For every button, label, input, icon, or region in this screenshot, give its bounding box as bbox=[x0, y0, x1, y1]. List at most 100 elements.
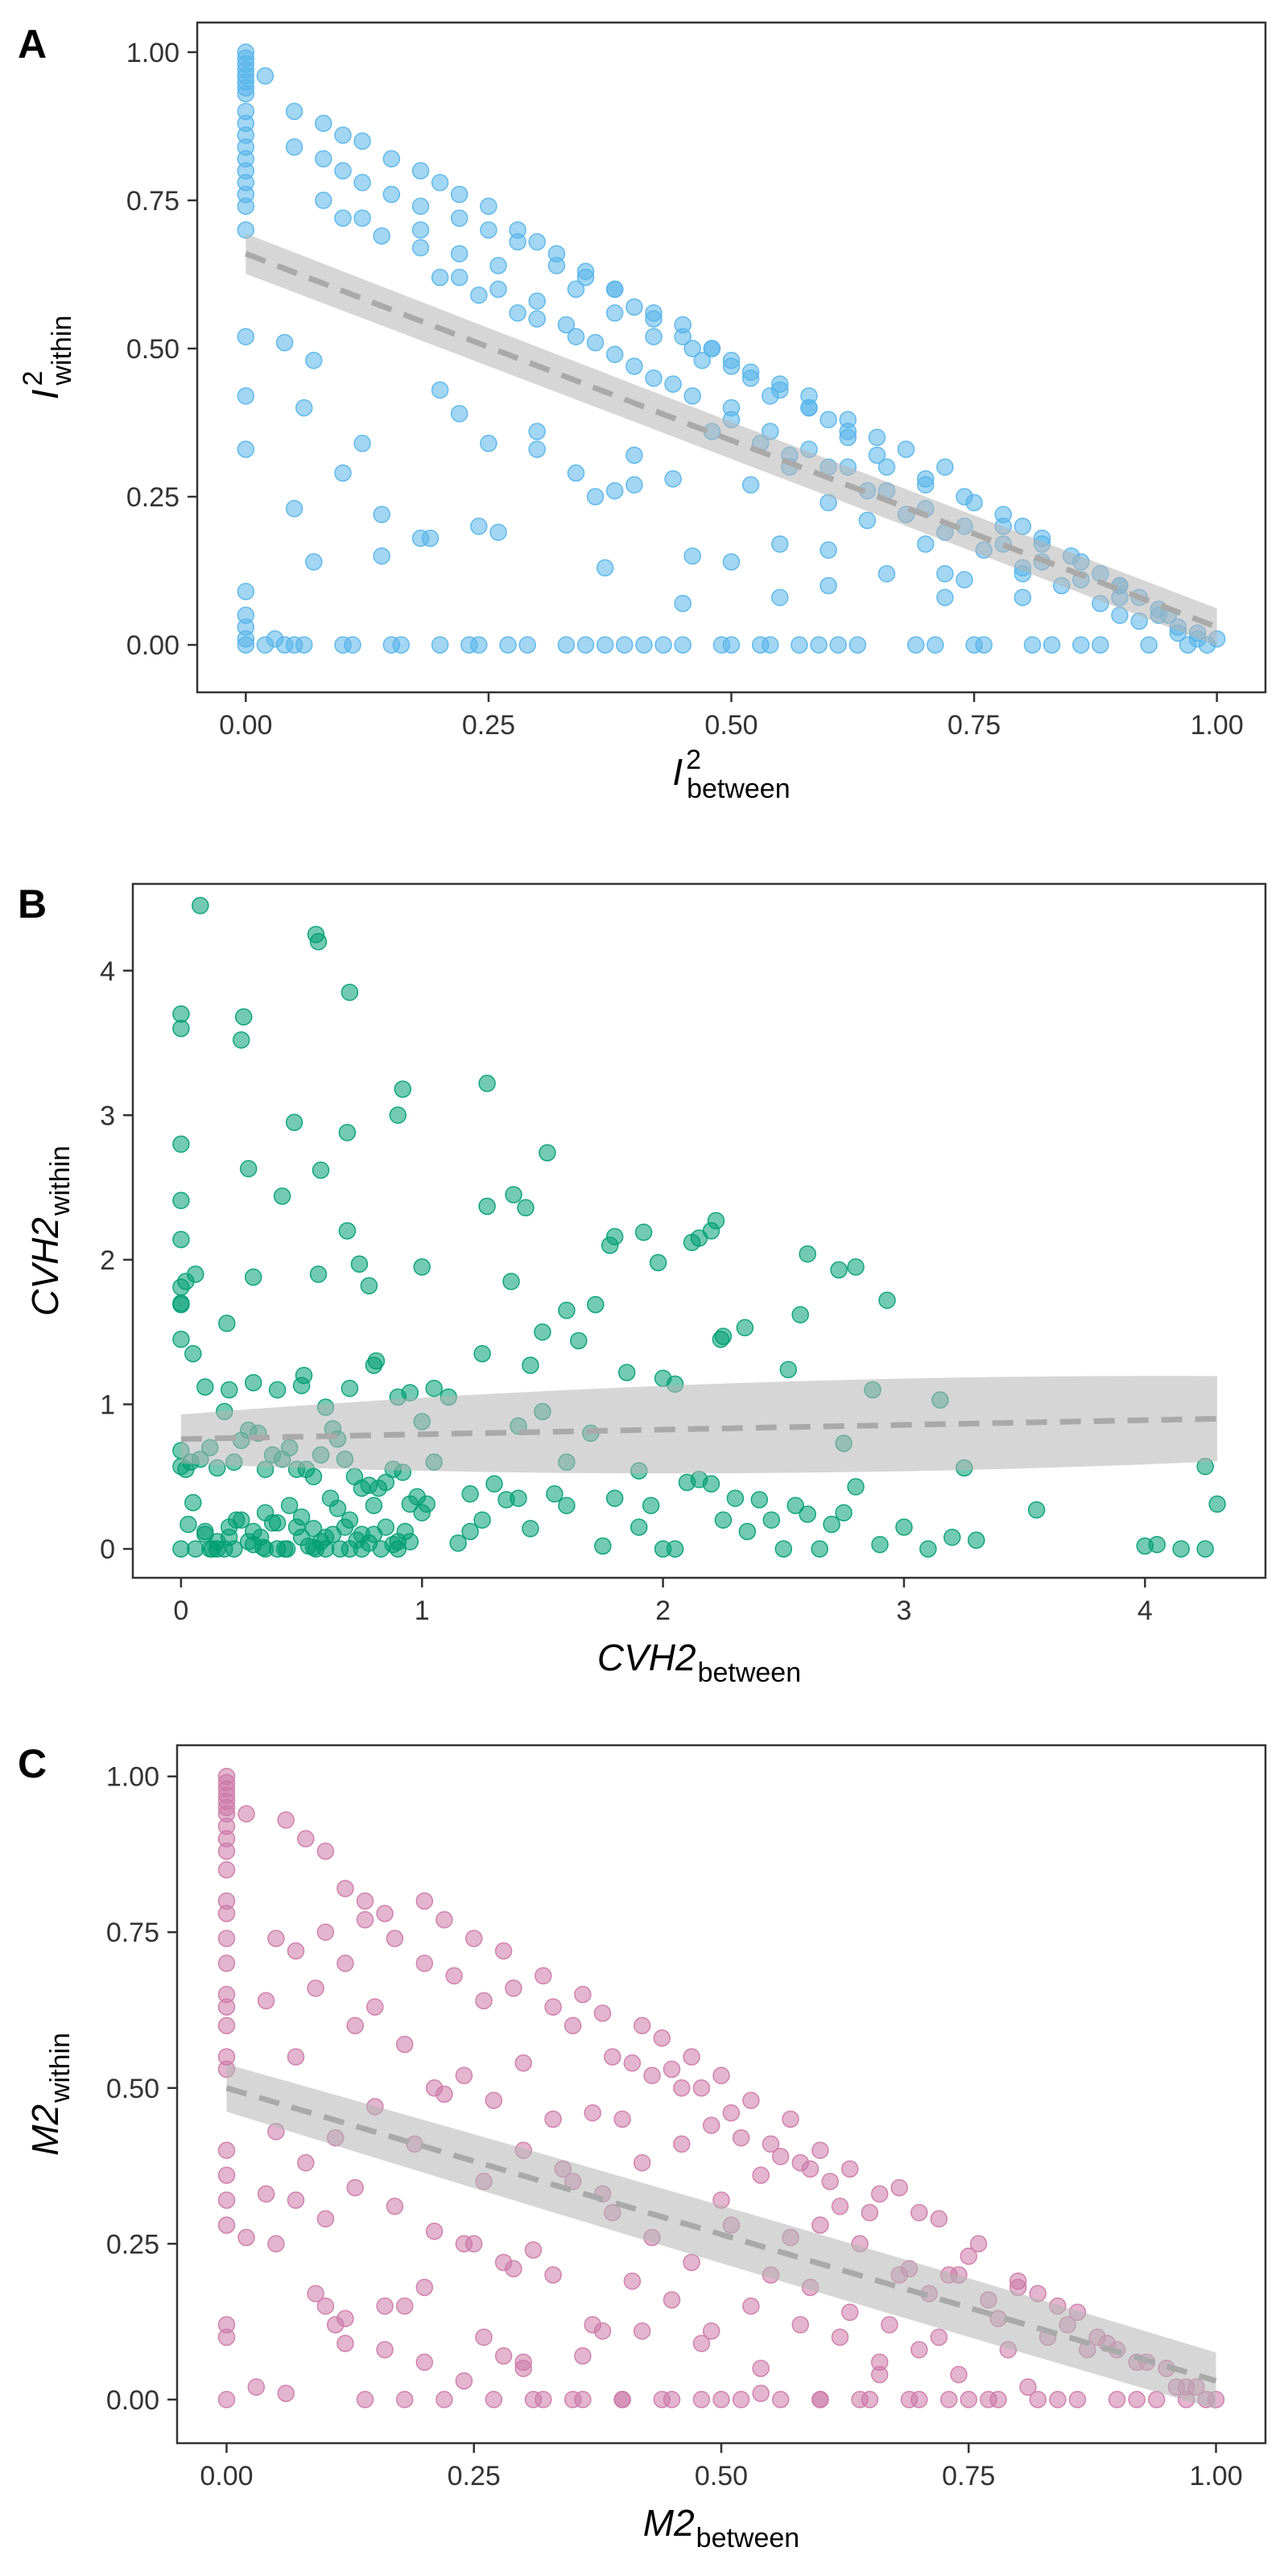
data-point bbox=[703, 340, 721, 357]
data-point bbox=[411, 221, 430, 239]
data-point bbox=[587, 1295, 605, 1314]
data-point bbox=[315, 114, 332, 132]
data-point bbox=[782, 2110, 799, 2128]
data-point bbox=[722, 357, 741, 375]
ylabel-main: CVH2 bbox=[24, 1217, 66, 1316]
data-point bbox=[450, 185, 469, 204]
data-point bbox=[910, 2341, 928, 2359]
data-point bbox=[613, 2391, 631, 2409]
data-point bbox=[528, 440, 546, 458]
data-point bbox=[334, 126, 352, 144]
x-axis-title: I 2 between bbox=[672, 745, 790, 804]
data-point bbox=[823, 1515, 840, 1534]
data-point bbox=[528, 233, 546, 251]
y-tick-label: 0.25 bbox=[126, 482, 180, 513]
data-point bbox=[217, 1955, 236, 1972]
panel-a: A 0.00 0.25 0.50 0.75 1.00 0.00 0.25 0.50 0.75 1.… bbox=[18, 21, 1267, 804]
data-point bbox=[350, 1255, 369, 1274]
data-point bbox=[307, 926, 325, 943]
data-point bbox=[897, 440, 915, 458]
data-point bbox=[742, 2091, 760, 2109]
data-point bbox=[316, 1842, 335, 1860]
data-point bbox=[336, 1880, 354, 1897]
data-point bbox=[642, 1496, 660, 1514]
data-point bbox=[881, 2316, 898, 2334]
data-point bbox=[275, 636, 294, 654]
data-point bbox=[847, 1478, 865, 1496]
data-point bbox=[601, 1236, 619, 1254]
data-point bbox=[431, 174, 449, 192]
data-point bbox=[415, 2278, 434, 2297]
data-point bbox=[196, 1522, 214, 1541]
data-point bbox=[524, 2241, 543, 2259]
data-point bbox=[557, 636, 576, 654]
data-point bbox=[567, 464, 585, 482]
data-point bbox=[373, 506, 390, 523]
data-point bbox=[489, 257, 507, 275]
x-tick-label: 1.00 bbox=[1189, 2461, 1242, 2491]
data-point bbox=[346, 2178, 364, 2197]
y-tick-label: 0.00 bbox=[106, 2385, 159, 2416]
data-point bbox=[389, 1106, 407, 1125]
data-point bbox=[557, 316, 576, 334]
data-point bbox=[244, 1268, 262, 1286]
data-point bbox=[574, 2347, 592, 2365]
data-point bbox=[774, 1540, 793, 1558]
data-point bbox=[936, 458, 954, 476]
data-point bbox=[336, 1955, 354, 1972]
data-point bbox=[683, 340, 701, 357]
data-point bbox=[829, 636, 847, 654]
data-point bbox=[411, 239, 430, 257]
data-point bbox=[771, 2391, 790, 2409]
data-point bbox=[464, 1930, 483, 1947]
data-point bbox=[625, 446, 643, 464]
data-point bbox=[910, 2391, 928, 2409]
data-point bbox=[1013, 588, 1032, 606]
confidence-band bbox=[180, 1376, 1218, 1474]
data-point bbox=[275, 333, 294, 352]
data-point bbox=[338, 1124, 357, 1141]
data-point bbox=[547, 257, 566, 275]
data-point bbox=[605, 280, 624, 299]
data-point bbox=[617, 1364, 636, 1381]
xlabel-main: CVH2 bbox=[597, 1637, 696, 1678]
data-point bbox=[196, 1378, 214, 1396]
data-point bbox=[470, 286, 488, 304]
xlabel-sub: between bbox=[698, 1657, 802, 1688]
data-point bbox=[752, 2384, 770, 2402]
data-point bbox=[187, 1540, 204, 1558]
data-point bbox=[287, 1942, 305, 1960]
data-point bbox=[386, 2198, 404, 2215]
data-point bbox=[309, 1265, 328, 1283]
data-point bbox=[702, 2116, 720, 2134]
data-point bbox=[683, 1233, 701, 1252]
data-point bbox=[544, 1998, 562, 2016]
data-point bbox=[616, 636, 634, 654]
data-point bbox=[304, 1520, 323, 1538]
data-point bbox=[831, 2198, 849, 2215]
data-point bbox=[172, 1191, 190, 1210]
data-point bbox=[470, 518, 488, 535]
data-point bbox=[305, 553, 323, 571]
data-point bbox=[830, 1261, 848, 1279]
data-point bbox=[280, 1496, 299, 1514]
data-point bbox=[450, 209, 469, 227]
data-point bbox=[847, 1258, 865, 1276]
data-point bbox=[801, 2160, 819, 2178]
ylabel-sub: within bbox=[45, 2033, 76, 2103]
data-point bbox=[478, 1197, 496, 1216]
data-point bbox=[877, 564, 896, 583]
data-point bbox=[742, 2297, 760, 2315]
data-point bbox=[382, 636, 401, 654]
data-point bbox=[593, 2322, 612, 2340]
data-point bbox=[494, 1942, 513, 1960]
data-point bbox=[455, 2372, 473, 2390]
data-point bbox=[377, 1473, 395, 1492]
x-tick-label: 2 bbox=[655, 1596, 671, 1626]
data-point bbox=[927, 636, 944, 654]
data-point bbox=[625, 476, 643, 494]
xlabel-sub: between bbox=[696, 2523, 800, 2553]
xlabel-sub: between bbox=[687, 774, 791, 804]
ylabel-main: M2 bbox=[24, 2104, 66, 2156]
